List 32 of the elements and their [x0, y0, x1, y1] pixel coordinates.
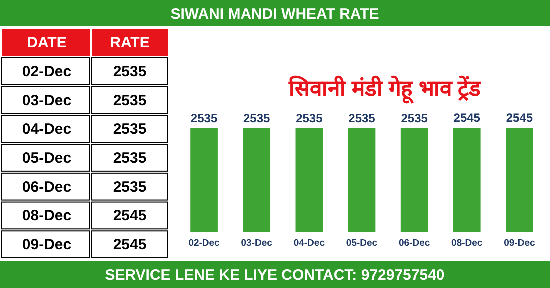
text: 2535	[113, 178, 147, 196]
data-label: 2535	[348, 111, 376, 126]
data-label: 2535	[401, 111, 428, 126]
text: SERVICE LENE KE LIYE CONTACT: 9729757540	[105, 267, 445, 284]
chart-subtitle: सिवानी मंडी गेहू भाव ट्रेंड	[288, 75, 482, 104]
x-tick-label: 05-Dec	[346, 238, 378, 249]
text: 2535	[113, 150, 147, 167]
text: 04-Dec	[22, 121, 72, 138]
text: 06-Dec	[22, 178, 72, 196]
text: DATE	[27, 34, 67, 52]
text: 08-Dec	[22, 208, 72, 225]
data-label: 2535	[244, 111, 271, 126]
data-label: 2545	[506, 111, 534, 125]
data-label: 2545	[454, 111, 481, 125]
text: 05-Dec	[22, 150, 72, 167]
x-tick-label: 08-Dec	[452, 238, 483, 249]
text: 02-Dec	[22, 63, 72, 80]
x-tick-label: 06-Dec	[398, 238, 430, 249]
text: 2535	[113, 92, 147, 110]
data-label: 2535	[190, 111, 218, 126]
chart-title: SIWANI MANDI WHEAT RATE	[170, 6, 380, 23]
x-tick-label: 02-Dec	[188, 238, 220, 249]
text: 2545	[113, 208, 147, 225]
text: 2545	[113, 236, 147, 254]
x-tick-label: 04-Dec	[294, 238, 326, 249]
text: 2535	[113, 63, 147, 80]
text: 03-Dec	[22, 92, 72, 110]
x-tick-label: 09-Dec	[504, 238, 536, 249]
data-label: 2535	[296, 111, 324, 126]
text: RATE	[110, 34, 150, 52]
text: 2535	[113, 121, 147, 138]
x-tick-label: 03-Dec	[241, 238, 272, 249]
